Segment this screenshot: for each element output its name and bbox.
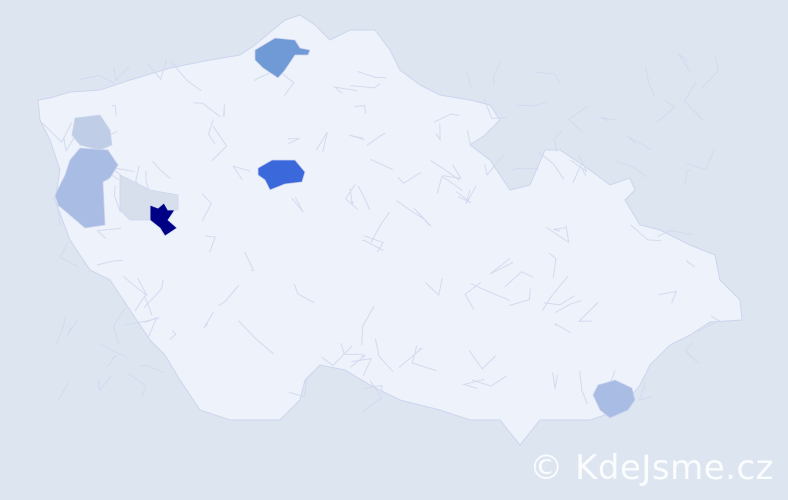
southeast-light-region[interactable]	[592, 379, 636, 419]
watermark: © KdeJsme.cz	[529, 448, 774, 488]
west-light-region[interactable]	[54, 147, 119, 229]
northwest-light-region[interactable]	[71, 114, 113, 151]
central-region[interactable]	[257, 159, 306, 191]
north-region[interactable]	[254, 37, 311, 79]
west-grey-region[interactable]	[119, 174, 179, 221]
district-borders	[41, 52, 721, 412]
country-outline	[37, 14, 743, 446]
